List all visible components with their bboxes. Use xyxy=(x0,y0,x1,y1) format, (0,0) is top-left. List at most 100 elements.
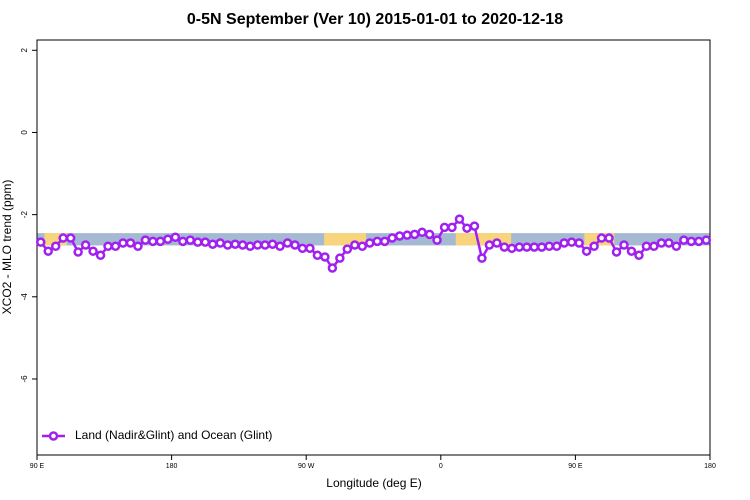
data-point xyxy=(492,238,502,248)
data-point xyxy=(499,242,510,252)
data-point xyxy=(222,240,233,250)
y-tick-label: -6 xyxy=(20,375,29,383)
x-tick-label: 0 xyxy=(439,463,443,470)
plot-frame xyxy=(36,39,711,456)
data-point xyxy=(611,247,622,257)
x-axis-label: Longitude (deg E) xyxy=(326,476,421,490)
data-point xyxy=(193,237,203,247)
data-point xyxy=(424,229,435,240)
data-point xyxy=(327,263,338,273)
data-point xyxy=(394,231,405,241)
x-tick-label: 90 W xyxy=(298,463,315,470)
legend-label: Land (Nadir&Glint) and Ocean (Glint) xyxy=(75,428,272,442)
chart-title: 0-5N September (Ver 10) 2015-01-01 to 20… xyxy=(187,11,563,28)
data-point xyxy=(185,235,196,245)
data-point xyxy=(305,243,315,254)
data-point xyxy=(282,238,293,248)
data-point xyxy=(88,246,98,256)
data-point xyxy=(342,244,353,254)
data-point xyxy=(312,250,323,261)
data-point xyxy=(581,246,592,256)
data-point xyxy=(402,230,412,240)
data-point xyxy=(686,236,697,247)
data-point xyxy=(252,240,263,250)
data-point xyxy=(140,235,151,245)
data-point xyxy=(409,229,420,240)
data-point xyxy=(604,233,614,243)
data-point xyxy=(596,233,607,243)
data-point xyxy=(671,241,682,252)
data-point xyxy=(447,222,457,233)
data-point xyxy=(95,250,106,261)
data-point xyxy=(529,242,540,252)
data-point xyxy=(200,237,210,247)
data-point xyxy=(290,240,300,250)
data-point xyxy=(110,241,121,252)
data-point xyxy=(118,238,128,248)
data-point xyxy=(50,241,61,252)
data-point xyxy=(43,246,53,256)
data-point xyxy=(619,240,629,250)
data-point xyxy=(477,253,487,263)
data-point xyxy=(207,239,218,249)
data-point xyxy=(215,238,225,248)
data-point xyxy=(178,236,188,247)
data-point xyxy=(507,243,517,254)
data-point xyxy=(439,222,450,233)
data-point xyxy=(133,241,143,252)
data-point xyxy=(537,242,547,252)
data-point xyxy=(297,243,308,254)
data-point xyxy=(417,227,427,238)
data-point xyxy=(454,214,465,224)
data-point xyxy=(701,235,712,245)
y-tick-label: 0 xyxy=(20,130,29,135)
data-point xyxy=(125,238,136,248)
data-point xyxy=(522,242,532,252)
data-point xyxy=(589,241,599,252)
legend-marker xyxy=(48,431,59,441)
data-point xyxy=(694,236,704,247)
data-point xyxy=(626,246,637,256)
data-point xyxy=(350,240,360,250)
data-point xyxy=(155,236,166,247)
data-point xyxy=(379,236,390,247)
data-point xyxy=(73,247,83,257)
data-point xyxy=(484,240,495,250)
data-point xyxy=(170,232,181,242)
data-point xyxy=(432,235,442,245)
data-point xyxy=(103,241,113,252)
data-point xyxy=(163,234,173,245)
data-point xyxy=(275,241,285,252)
data-point xyxy=(469,221,480,231)
data-point xyxy=(58,233,68,243)
data-point xyxy=(148,236,158,247)
x-tick-label: 180 xyxy=(704,463,716,470)
data-point xyxy=(65,233,76,243)
data-point xyxy=(462,223,472,233)
data-point xyxy=(649,241,659,252)
data-point xyxy=(544,241,554,252)
data-point xyxy=(559,238,569,248)
y-tick-label: -4 xyxy=(20,293,29,301)
x-tick-label: 180 xyxy=(166,463,178,470)
data-point xyxy=(551,241,562,252)
data-point xyxy=(35,237,46,247)
data-point xyxy=(80,240,91,250)
data-point xyxy=(641,241,652,252)
data-point xyxy=(679,235,689,245)
y-tick-label: 2 xyxy=(20,47,29,52)
data-point xyxy=(320,252,330,262)
x-tick-label: 90 E xyxy=(30,463,45,470)
data-point xyxy=(230,239,240,249)
data-point xyxy=(245,241,255,252)
y-axis-label: XCO2 - MLO trend (ppm) xyxy=(0,180,14,315)
data-point xyxy=(387,233,397,243)
data-point xyxy=(357,241,368,252)
data-point xyxy=(566,237,577,247)
data-point xyxy=(267,239,278,249)
data-point xyxy=(237,240,248,250)
x-tick-label: 90 E xyxy=(568,463,583,470)
data-point xyxy=(634,250,644,261)
data-point xyxy=(365,238,375,248)
